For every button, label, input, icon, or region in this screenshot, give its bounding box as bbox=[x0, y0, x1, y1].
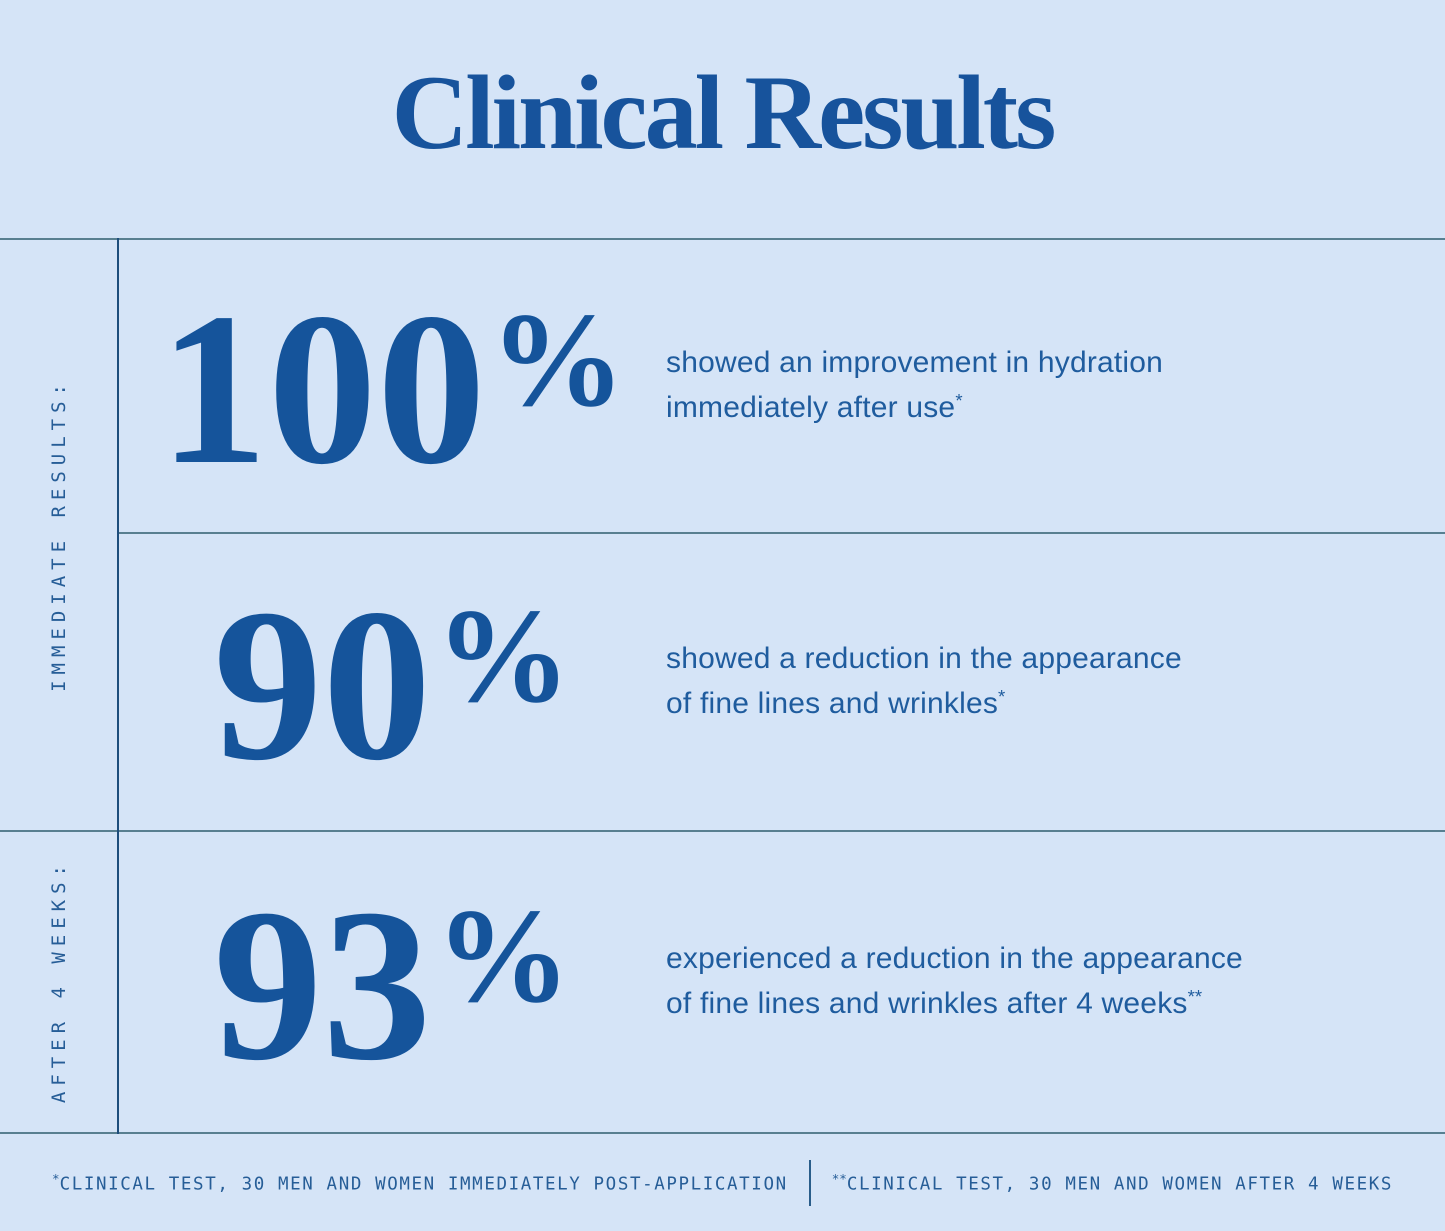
side-label-immediate-results: IMMEDIATE RESULTS: bbox=[0, 238, 117, 832]
desc-line-1: showed a reduction in the appearance bbox=[666, 642, 1182, 675]
row1-row2-divider bbox=[118, 532, 1445, 534]
footnotes-bar: *CLINICAL TEST, 30 MEN AND WOMEN IMMEDIA… bbox=[0, 1134, 1445, 1231]
desc-line-2: immediately after use bbox=[666, 391, 956, 424]
side-label-after-4-weeks: AFTER 4 WEEKS: bbox=[0, 830, 117, 1132]
footnote-marker: * bbox=[998, 685, 1006, 707]
stat-description: experienced a reduction in the appearanc… bbox=[666, 936, 1243, 1026]
stat-number: 100 bbox=[158, 269, 486, 510]
stat-description: showed an improvement in hydration immed… bbox=[666, 340, 1163, 430]
stat-number: 93 bbox=[213, 865, 432, 1106]
side-column-divider bbox=[117, 238, 119, 1134]
footnote-text: CLINICAL TEST, 30 MEN AND WOMEN AFTER 4 … bbox=[846, 1174, 1394, 1195]
top-divider bbox=[0, 238, 1445, 240]
page-title: Clinical Results bbox=[391, 54, 1057, 171]
desc-line-2: of fine lines and wrinkles bbox=[666, 687, 999, 720]
desc-line-1: experienced a reduction in the appearanc… bbox=[666, 942, 1243, 975]
stat-value-100: 100% bbox=[118, 281, 666, 499]
percent-sign: % bbox=[435, 882, 571, 1032]
stat-row-4-weeks: 93% experienced a reduction in the appea… bbox=[118, 830, 1445, 1132]
footnote-marker: * bbox=[955, 389, 963, 411]
footnote-marker: ** bbox=[1187, 985, 1203, 1007]
side-label-text: IMMEDIATE RESULTS: bbox=[47, 378, 70, 692]
footnote-text: CLINICAL TEST, 30 MEN AND WOMEN IMMEDIAT… bbox=[59, 1174, 788, 1195]
stat-value-93: 93% bbox=[118, 877, 666, 1095]
stat-value-90: 90% bbox=[118, 577, 666, 795]
bottom-divider bbox=[0, 1132, 1445, 1134]
stat-row-fine-lines: 90% showed a reduction in the appearance… bbox=[118, 532, 1445, 830]
percent-sign: % bbox=[489, 286, 626, 436]
footnote-post-application: *CLINICAL TEST, 30 MEN AND WOMEN IMMEDIA… bbox=[52, 1171, 788, 1194]
footnote-after-4-weeks: **CLINICAL TEST, 30 MEN AND WOMEN AFTER … bbox=[832, 1171, 1393, 1194]
stat-description: showed a reduction in the appearance of … bbox=[666, 636, 1182, 726]
footnote-marker: ** bbox=[831, 1170, 847, 1186]
percent-sign: % bbox=[435, 582, 571, 732]
footnote-separator bbox=[808, 1159, 811, 1206]
row2-row3-divider bbox=[0, 830, 1445, 832]
stat-number: 90 bbox=[213, 565, 432, 806]
stat-row-hydration: 100% showed an improvement in hydration … bbox=[118, 238, 1445, 532]
side-label-text: AFTER 4 WEEKS: bbox=[47, 858, 70, 1104]
desc-line-2: of fine lines and wrinkles after 4 weeks bbox=[666, 987, 1188, 1020]
desc-line-1: showed an improvement in hydration bbox=[666, 346, 1164, 379]
footnote-marker: * bbox=[51, 1170, 60, 1186]
